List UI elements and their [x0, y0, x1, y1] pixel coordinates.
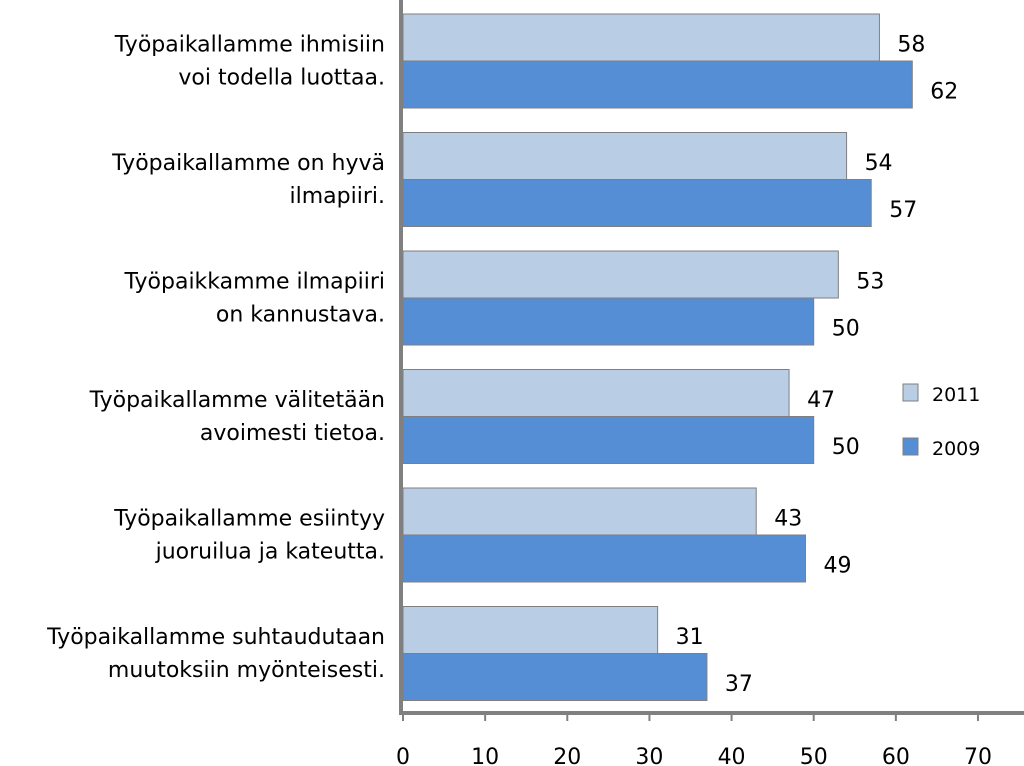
legend: 2011 2009 [902, 383, 980, 460]
legend-swatch-series-2011 [902, 383, 919, 402]
bar-series-2011-3 [402, 369, 790, 417]
category-label-4: Työpaikallamme esiintyy juoruilua ja kate… [113, 507, 385, 565]
bar-series-2011-0 [402, 13, 880, 62]
category-label-0: Työpaikallamme ihmisiin voi todella luott… [114, 33, 385, 91]
axis-layer: 0 10 20 30 40 50 60 70 [396, 0, 1024, 766]
bar-series-2011-4 [402, 487, 757, 536]
bar-series-2009-3 [402, 416, 815, 464]
data-label-series-2009-4: 49 [824, 554, 852, 579]
data-label-series-2009-5: 37 [725, 672, 753, 697]
legend-label-series-2009: 2009 [932, 438, 980, 460]
category-label-2: Työpaikkamme ilmapiiri on kannustava. [124, 270, 386, 328]
bars-layer [402, 13, 913, 701]
x-tick-label-50: 50 [800, 745, 828, 766]
data-label-series-2009-0: 62 [930, 80, 958, 105]
bar-series-2011-2 [402, 250, 839, 299]
category-label-1: Työpaikallamme on hyvä ilmapiiri. [111, 151, 385, 209]
x-tick-label-10: 10 [471, 745, 499, 766]
x-tick-label-40: 40 [718, 745, 746, 766]
x-tick-label-20: 20 [553, 745, 581, 766]
data-label-series-2009-3: 50 [832, 435, 860, 460]
data-label-series-2011-0: 58 [897, 33, 925, 58]
data-label-series-2011-2: 53 [856, 270, 884, 295]
bar-series-2009-5 [402, 653, 708, 701]
x-tick-label-30: 30 [635, 745, 663, 766]
category-label-5: Työpaikallamme suhtaudutaan muutoksiin my… [46, 625, 385, 683]
bar-series-2009-4 [402, 534, 806, 583]
data-label-series-2009-2: 50 [832, 317, 860, 342]
data-label-series-2009-1: 57 [889, 198, 917, 223]
data-label-series-2011-5: 31 [676, 625, 704, 650]
x-tick-label-70: 70 [964, 745, 992, 766]
bar-series-2009-0 [402, 60, 913, 109]
data-label-series-2011-4: 43 [774, 507, 802, 532]
data-label-series-2011-3: 47 [807, 388, 835, 413]
legend-label-series-2011: 2011 [932, 384, 980, 406]
bar-series-2011-5 [402, 606, 659, 654]
legend-swatch-series-2009 [902, 437, 919, 456]
category-label-3: Työpaikallamme välitetään avoimesti tieto… [89, 388, 385, 446]
x-tick-label-0: 0 [396, 745, 410, 766]
bar-series-2009-2 [402, 297, 815, 346]
bar-series-2009-1 [402, 179, 872, 227]
data-label-series-2011-1: 54 [865, 151, 893, 176]
bar-series-2011-1 [402, 132, 848, 180]
x-tick-label-60: 60 [882, 745, 910, 766]
